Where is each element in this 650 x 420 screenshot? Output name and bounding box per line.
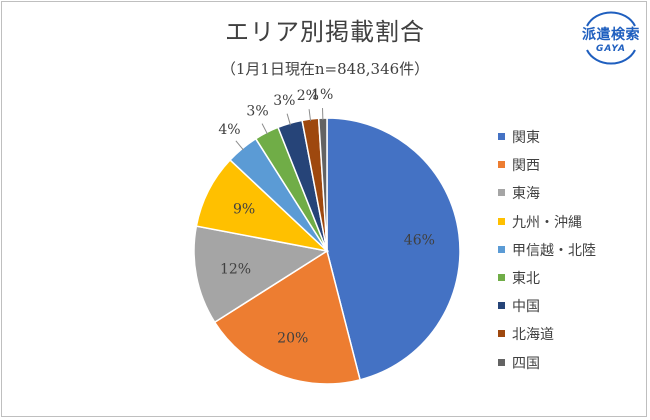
legend-swatch xyxy=(498,330,505,338)
data-label: 12% xyxy=(220,261,251,277)
leader-line xyxy=(235,140,244,151)
data-label: 4% xyxy=(218,122,240,138)
legend-swatch xyxy=(498,189,505,197)
legend-swatch xyxy=(498,358,505,366)
data-label: 3% xyxy=(246,104,268,120)
legend-label: 甲信越・北陸 xyxy=(512,242,596,259)
logo-subtext: GAYA xyxy=(596,44,626,54)
legend-item: 甲信越・北陸 xyxy=(498,240,648,260)
leader-line xyxy=(286,113,291,126)
legend-swatch xyxy=(498,133,505,140)
legend-item: 北海道 xyxy=(498,324,648,344)
legend-label: 関西 xyxy=(512,158,540,175)
leader-line xyxy=(308,109,312,122)
legend-swatch xyxy=(498,217,505,225)
legend-swatch xyxy=(498,302,505,310)
data-label: 1% xyxy=(311,87,333,103)
chart-title: エリア別掲載割合 xyxy=(225,18,425,46)
legend-label: 中国 xyxy=(512,299,540,316)
legend-label: 関東 xyxy=(512,130,540,146)
legend-label: 九州・沖縄 xyxy=(512,214,582,231)
data-label: 20% xyxy=(277,331,308,347)
legend-label: 東北 xyxy=(512,270,540,287)
legend-item: 東海 xyxy=(498,183,648,203)
data-label: 3% xyxy=(273,93,295,109)
logo-text: 派遣検索 xyxy=(582,27,640,43)
legend-label: 東海 xyxy=(512,186,540,203)
chart-subtitle: （1月1日現在n=848,346件） xyxy=(220,60,430,78)
legend-swatch xyxy=(498,273,505,281)
legend-item: 四国 xyxy=(498,353,648,373)
legend-label: 北海道 xyxy=(512,327,554,344)
legend-swatch xyxy=(498,245,505,253)
logo-ring-icon xyxy=(586,11,636,65)
data-label: 46% xyxy=(404,232,435,248)
data-label: 9% xyxy=(233,202,255,218)
logo: 派遣検索 GAYA xyxy=(575,6,647,68)
leader-line xyxy=(261,123,268,135)
legend-item: 九州・沖縄 xyxy=(498,212,648,232)
legend-label: 四国 xyxy=(512,355,540,372)
pie-slice xyxy=(213,249,361,385)
pie-slice xyxy=(193,225,330,324)
legend-item: 東北 xyxy=(498,268,648,288)
legend: 関東関西東海九州・沖縄甲信越・北陸 東北中国北海道四国 xyxy=(498,127,648,381)
pie-slice xyxy=(326,117,461,381)
legend-item: 関東 xyxy=(498,127,648,147)
legend-item: 関西 xyxy=(498,155,648,175)
data-label: 2% xyxy=(297,88,319,104)
legend-item: 中国 xyxy=(498,296,648,316)
legend-swatch xyxy=(498,161,505,169)
